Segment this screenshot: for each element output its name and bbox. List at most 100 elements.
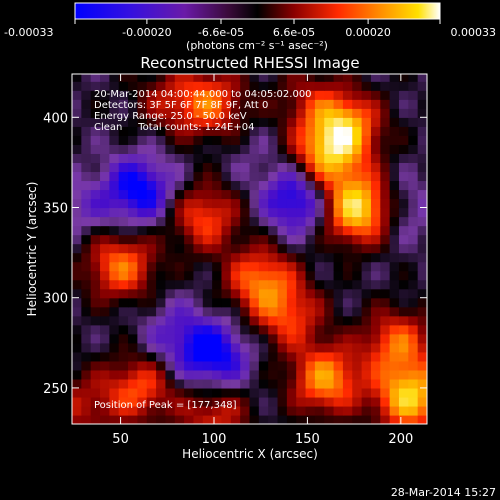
heatmap-cell [370, 378, 381, 389]
heatmap-cell [72, 207, 82, 218]
heatmap-cell [389, 189, 400, 200]
heatmap-cell [72, 261, 82, 272]
heatmap-cell [165, 171, 176, 182]
heatmap-cell [212, 387, 223, 398]
heatmap-cell [137, 162, 148, 173]
heatmap-cell [286, 369, 297, 380]
heatmap-cell [398, 360, 409, 371]
heatmap-cell [221, 333, 232, 344]
heatmap-cell [296, 297, 307, 308]
heatmap-cell [90, 333, 101, 344]
heatmap-cell [380, 378, 391, 389]
heatmap-cell [370, 162, 381, 173]
colorbar [74, 2, 441, 20]
heatmap-cell [352, 396, 363, 407]
heatmap-cell [109, 315, 120, 326]
heatmap-cell [249, 74, 260, 82]
heatmap-cell [230, 207, 241, 218]
heatmap-cell [342, 189, 353, 200]
heatmap-cell [128, 270, 138, 281]
heatmap-cell [249, 189, 260, 200]
heatmap-cell [90, 81, 101, 91]
heatmap-cell [277, 225, 288, 236]
heatmap-cell [156, 261, 167, 272]
heatmap-cell [361, 288, 372, 299]
heatmap-cell [314, 261, 325, 272]
heatmap-cell [370, 279, 381, 290]
heatmap-cell [221, 216, 232, 227]
heatmap-cell [90, 198, 101, 209]
heatmap-cell [370, 198, 381, 209]
heatmap-cell [408, 378, 419, 389]
heatmap-cell [72, 225, 82, 236]
heatmap-cell [118, 252, 129, 263]
heatmap-cell [305, 81, 316, 91]
heatmap-cell [81, 378, 92, 389]
heatmap-cell [100, 360, 110, 371]
heatmap-cell [277, 351, 288, 362]
heatmap-cell [240, 74, 251, 82]
heatmap-cell [380, 216, 391, 227]
heatmap-cell [118, 234, 129, 245]
heatmap-cell [165, 414, 176, 424]
heatmap-cell [146, 252, 157, 263]
heatmap-cell [342, 342, 353, 353]
heatmap-cell [212, 189, 223, 200]
heatmap-cell [90, 342, 101, 353]
heatmap-cell [230, 279, 241, 290]
heatmap-cell [212, 207, 223, 218]
heatmap-cell [370, 405, 381, 416]
heatmap-cell [230, 153, 241, 163]
heatmap-cell [342, 279, 353, 290]
y-tick-label: 400 [43, 111, 68, 126]
heatmap-cell [128, 225, 138, 236]
heatmap-cell [305, 396, 316, 407]
heatmap-cell [240, 333, 251, 344]
heatmap-cell [118, 198, 129, 209]
heatmap-cell [100, 279, 110, 290]
heatmap-cell [230, 234, 241, 245]
heatmap-cell [342, 207, 353, 218]
heatmap-cell [268, 360, 279, 371]
heatmap-cell [370, 315, 381, 326]
heatmap-cell [137, 414, 148, 424]
heatmap-cell [417, 333, 427, 344]
heatmap-cell [212, 126, 223, 136]
heatmap-cell [212, 225, 223, 236]
heatmap-cell [174, 351, 185, 362]
heatmap-cell [398, 351, 409, 362]
heatmap-cell [296, 99, 307, 109]
heatmap-cell [417, 198, 427, 209]
heatmap-cell [417, 225, 427, 236]
heatmap-cell [174, 153, 185, 163]
heatmap-cell [72, 144, 82, 154]
heatmap-cell [174, 99, 185, 109]
heatmap-cell [81, 270, 92, 281]
heatmap-cell [268, 333, 279, 344]
heatmap-cell [118, 162, 129, 173]
heatmap-cell [305, 234, 316, 245]
heatmap-cell [100, 270, 110, 281]
heatmap-cell [249, 279, 260, 290]
heatmap-cell [342, 234, 353, 245]
heatmap-cell [128, 117, 138, 127]
heatmap-cell [202, 243, 213, 254]
heatmap-cell [81, 90, 92, 100]
heatmap-cell [380, 81, 391, 91]
heatmap-cell [408, 234, 419, 245]
heatmap-cell [296, 333, 307, 344]
heatmap-cell [146, 99, 157, 109]
heatmap-cell [417, 90, 427, 100]
heatmap-cell [249, 297, 260, 308]
heatmap-cell [277, 207, 288, 218]
heatmap-cell [361, 108, 372, 118]
heatmap-cell [174, 342, 185, 353]
heatmap-cell [221, 342, 232, 353]
heatmap-cell [389, 333, 400, 344]
heatmap-cell [352, 74, 363, 82]
heatmap-cell [100, 74, 110, 82]
heatmap-cell [184, 288, 195, 299]
heatmap-cell [165, 189, 176, 200]
heatmap-cell [156, 81, 167, 91]
heatmap-cell [277, 333, 288, 344]
